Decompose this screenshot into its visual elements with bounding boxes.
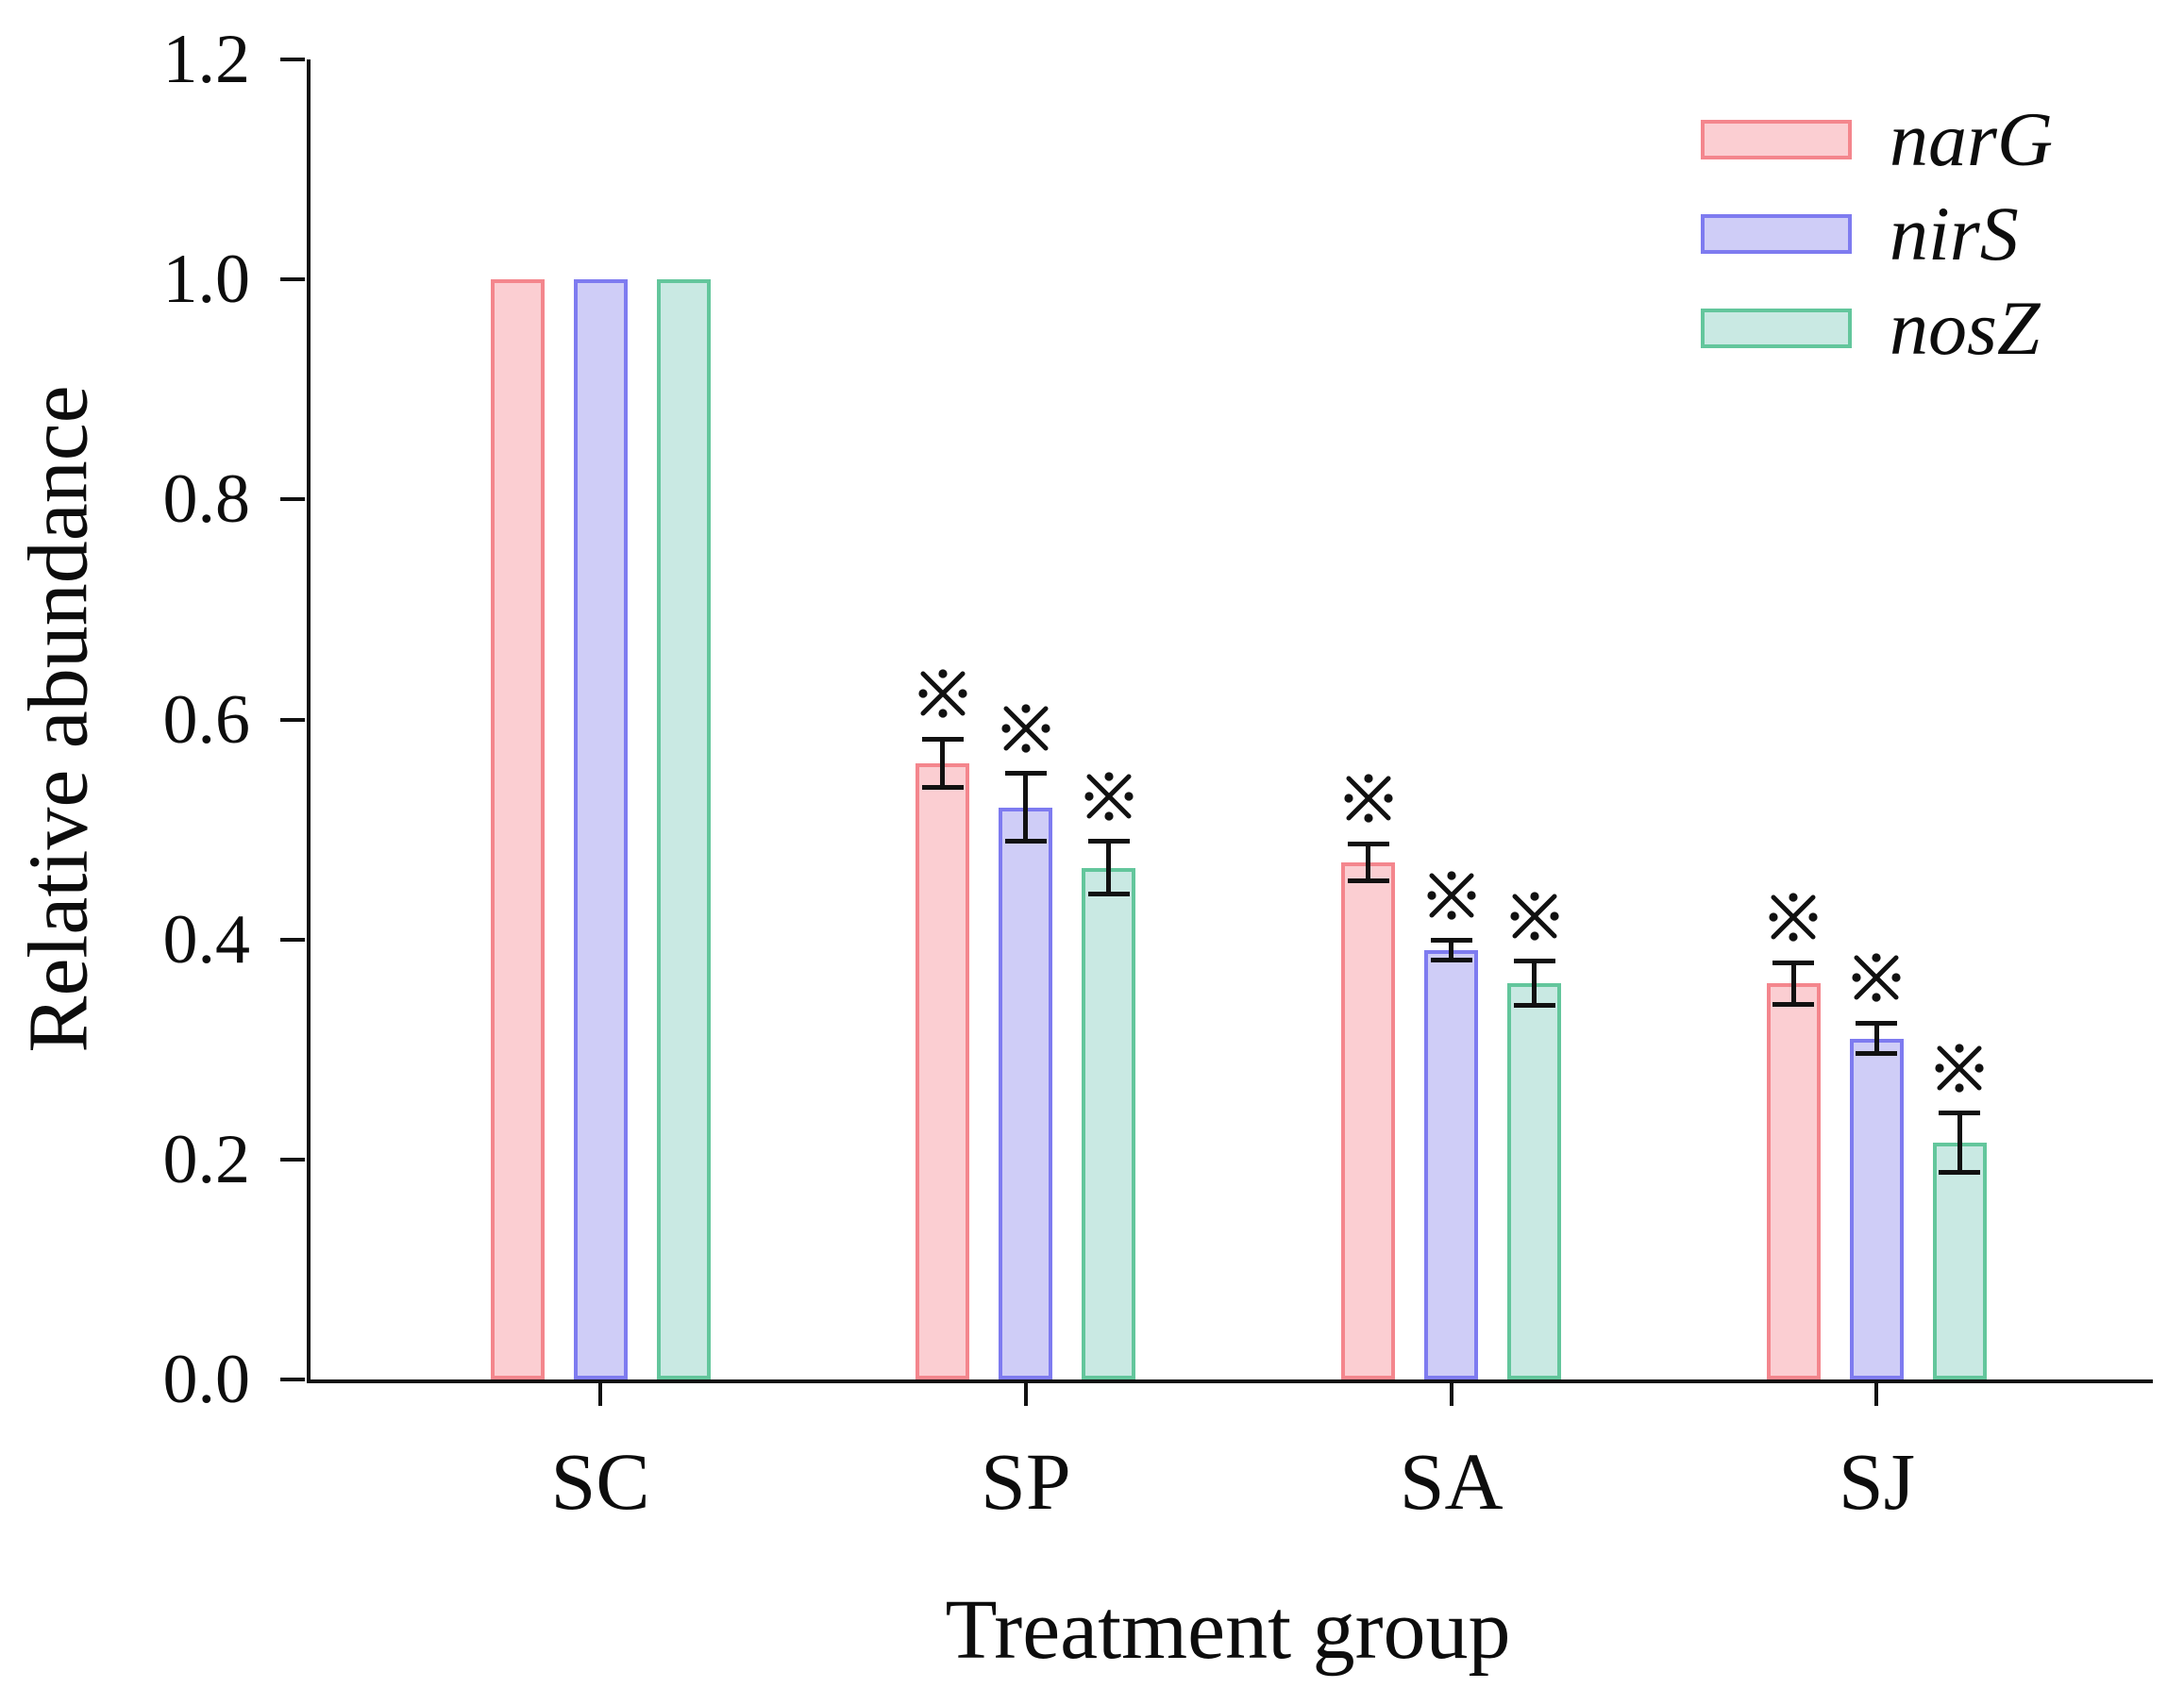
x-axis-tick [598,1381,603,1406]
error-bar-cap-bottom [1004,839,1047,844]
error-bar [1449,940,1454,961]
bar-nirS-SC [573,279,628,1379]
error-bar [1366,844,1371,881]
error-bar-cap-bottom [1347,878,1389,884]
plot-area [307,59,2153,1383]
error-bar [1790,962,1796,1005]
error-bar-cap-top [1347,841,1389,846]
bar-nosZ-SA [1507,983,1562,1379]
legend-label-narG: narG [1890,96,2054,182]
y-axis-tick [280,58,305,61]
y-tick-label: 1.2 [162,21,251,98]
x-tick-label: SA [1399,1436,1504,1527]
error-bar-cap-top [1087,839,1130,844]
legend-label-nirS: nirS [1890,191,2019,276]
bar-narG-SP [916,763,970,1379]
bar-nosZ-SC [656,279,711,1379]
y-axis-tick [280,1157,305,1162]
x-tick-label: SJ [1838,1436,1916,1527]
significance-reference-mark-icon [1765,889,1822,945]
error-bar-cap-top [921,736,964,742]
bar-nirS-SP [999,807,1053,1379]
x-axis-title: Treatment group [945,1583,1511,1677]
significance-reference-mark-icon [1081,768,1137,825]
y-tick-label: 0.4 [162,900,251,978]
x-tick-label: SC [550,1436,650,1527]
bar-nirS-SJ [1849,1038,1904,1379]
y-axis-tick [280,937,305,942]
x-axis-tick [1874,1381,1879,1406]
error-bar [1106,841,1112,894]
y-tick-label: 0.2 [162,1120,251,1198]
significance-reference-mark-icon [1848,949,1905,1006]
legend-swatch-nosZ [1701,309,1852,348]
x-tick-label: SP [981,1436,1071,1527]
legend-row-nosZ: nosZ [1701,281,2053,376]
error-bar-cap-bottom [1087,892,1130,897]
error-bar [1873,1023,1879,1054]
legend-swatch-nirS [1701,214,1852,254]
x-axis-tick [1023,1381,1028,1406]
y-axis-tick [280,1378,305,1381]
error-bar-cap-bottom [1772,1001,1815,1007]
x-axis-tick [1449,1381,1453,1406]
error-bar [1023,773,1029,842]
y-axis-tick [280,717,305,722]
y-tick-label: 1.0 [162,241,251,319]
error-bar-cap-bottom [1513,1003,1555,1009]
bar-nirS-SA [1424,950,1479,1379]
legend-label-nosZ: nosZ [1890,285,2041,371]
y-axis-tick [280,277,305,282]
legend-swatch-narG [1701,120,1852,159]
y-tick-label: 0.6 [162,680,251,759]
significance-reference-mark-icon [1506,888,1563,944]
error-bar-cap-bottom [1856,1051,1898,1057]
error-bar-cap-bottom [1430,958,1472,963]
bar-narG-SC [490,279,545,1379]
error-bar [1957,1112,1962,1173]
y-axis-tick [280,497,305,502]
bar-nosZ-SJ [1932,1143,1987,1379]
significance-reference-mark-icon [998,700,1054,757]
error-bar-cap-bottom [921,785,964,791]
y-tick-label: 0.0 [162,1341,251,1418]
bar-nosZ-SP [1082,867,1136,1379]
error-bar-cap-top [1939,1111,1981,1116]
significance-reference-mark-icon [1340,770,1397,827]
bar-narG-SJ [1766,983,1821,1379]
error-bar-cap-top [1004,771,1047,777]
error-bar-cap-top [1856,1020,1898,1026]
bar-narG-SA [1341,862,1396,1379]
significance-reference-mark-icon [1423,867,1480,924]
significance-reference-mark-icon [915,665,971,722]
significance-reference-mark-icon [1931,1040,1988,1096]
error-bar-cap-bottom [1939,1170,1981,1176]
y-tick-label: 0.8 [162,460,251,539]
error-bar-cap-top [1772,960,1815,965]
legend-row-nirS: nirS [1701,187,2053,281]
error-bar [940,739,946,788]
error-bar [1532,961,1537,1006]
error-bar-cap-top [1430,938,1472,944]
error-bar-cap-top [1513,959,1555,964]
legend-row-narG: narG [1701,92,2053,187]
legend: narG nirS nosZ [1701,92,2053,376]
